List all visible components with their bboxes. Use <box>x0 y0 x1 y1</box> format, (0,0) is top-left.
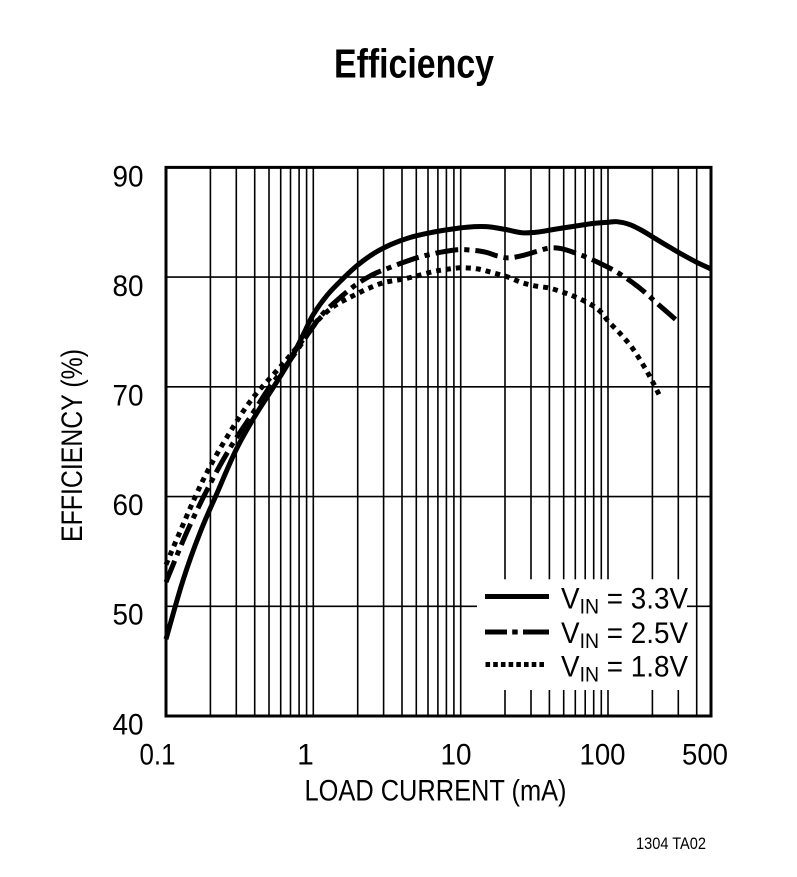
svg-text:EFFICIENCY (%): EFFICIENCY (%) <box>56 349 89 542</box>
svg-text:80: 80 <box>113 270 144 303</box>
svg-text:50: 50 <box>113 599 144 632</box>
svg-text:70: 70 <box>113 380 144 413</box>
svg-text:40: 40 <box>113 708 144 741</box>
svg-text:90: 90 <box>113 161 144 194</box>
svg-text:100: 100 <box>580 739 626 772</box>
svg-text:1304 TA02: 1304 TA02 <box>636 834 706 853</box>
svg-text:1: 1 <box>297 739 314 772</box>
svg-text:500: 500 <box>682 739 728 772</box>
svg-text:10: 10 <box>441 739 472 772</box>
svg-text:60: 60 <box>113 489 144 522</box>
svg-text:Efficiency: Efficiency <box>334 41 494 87</box>
svg-text:VIN = 1.8V: VIN = 1.8V <box>561 651 689 687</box>
svg-text:LOAD CURRENT (mA): LOAD CURRENT (mA) <box>305 775 567 808</box>
svg-text:0.1: 0.1 <box>140 739 176 772</box>
